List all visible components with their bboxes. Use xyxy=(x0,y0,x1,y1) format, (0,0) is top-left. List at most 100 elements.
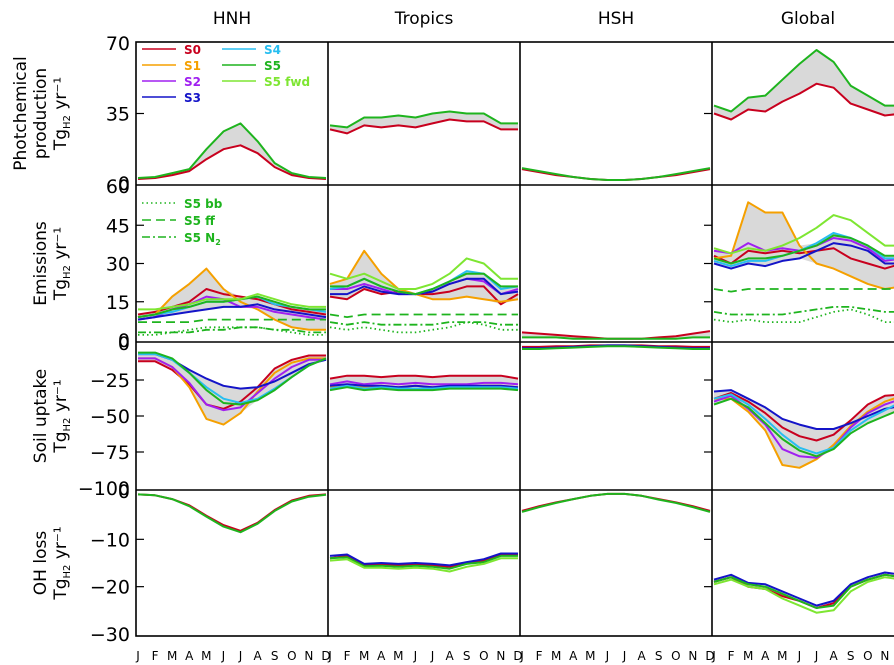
month-tick-label: J xyxy=(327,649,332,663)
panel-tropics-row-4 xyxy=(329,552,518,573)
legend-label-s5-ff: S5 ff xyxy=(184,214,215,228)
month-tick-label: J xyxy=(135,649,140,663)
row-label-line: production xyxy=(31,68,51,159)
month-tick-label: N xyxy=(304,649,313,663)
row-label-line: Emissions xyxy=(31,221,51,306)
panel-global-row-1 xyxy=(713,49,894,121)
series-line-s5 xyxy=(329,386,519,392)
series-line-s2 xyxy=(329,380,519,386)
series-line-s1 xyxy=(137,267,326,331)
month-tick-label: J xyxy=(797,649,802,663)
month-tick-label: A xyxy=(638,649,647,663)
series-line-s3 xyxy=(329,552,518,567)
month-tick-label: F xyxy=(536,649,543,663)
series-line-s3 xyxy=(137,303,327,321)
month-tick-label: J xyxy=(519,649,524,663)
panel-tropics-row-1 xyxy=(329,110,518,135)
series-line-s0 xyxy=(138,354,326,410)
month-tick-label: N xyxy=(496,649,505,663)
column-title-tropics: Tropics xyxy=(394,9,454,29)
series-line-s5-ff xyxy=(138,318,326,324)
row-label-line: OH loss xyxy=(31,531,51,596)
series-line-s4 xyxy=(713,393,894,455)
month-tick-label: J xyxy=(221,649,226,663)
panel-hsh-row-2 xyxy=(521,330,711,340)
y-tick-label: 60 xyxy=(106,176,130,198)
series-line-s5 xyxy=(713,573,894,609)
month-tick-label: S xyxy=(271,649,279,663)
month-tick-label: J xyxy=(622,649,627,663)
legend-label-s5-fwd: S5 fwd xyxy=(264,75,310,89)
y-tick-label: −20 xyxy=(90,577,130,599)
panel-hnh-row-3 xyxy=(138,351,327,426)
month-tick-label: A xyxy=(377,649,386,663)
series-line-s5 xyxy=(522,336,710,340)
series-line-s0 xyxy=(329,118,518,135)
series-line-s5 xyxy=(329,554,518,570)
legend-label-s4: S4 xyxy=(264,43,281,57)
month-tick-label: F xyxy=(728,649,735,663)
frames-layer xyxy=(135,41,894,637)
series-line-s5 xyxy=(329,110,518,129)
series-line-s0 xyxy=(713,392,894,442)
series-line-s5-fwd xyxy=(329,557,518,573)
panel-hnh-row-1 xyxy=(137,122,327,180)
panel-global-row-3 xyxy=(713,389,894,469)
month-tick-label: S xyxy=(463,649,471,663)
row-label-unit: TgH2 yr⁻¹ xyxy=(51,379,73,453)
panel-global-row-2 xyxy=(713,201,894,324)
panels-layer xyxy=(137,49,894,614)
series-line-s5 xyxy=(137,122,327,179)
panel-global-row-4 xyxy=(713,571,894,614)
series-line-s5-fwd xyxy=(138,293,326,311)
y-tick-label: −10 xyxy=(90,529,130,551)
series-line-s5 xyxy=(521,167,711,181)
envelope-shading xyxy=(138,123,326,179)
month-tick-label: A xyxy=(830,649,839,663)
row-label-line: Soil uptake xyxy=(31,369,51,463)
series-line-s3 xyxy=(713,242,894,270)
y-tick-label: 15 xyxy=(106,292,130,314)
y-tick-label: 30 xyxy=(106,254,130,276)
series-line-s5-ff xyxy=(713,288,894,293)
month-tick-label: D xyxy=(321,649,330,663)
legend-label-s5-bb: S5 bb xyxy=(184,197,223,211)
month-tick-label: S xyxy=(655,649,663,663)
month-tick-label: A xyxy=(569,649,578,663)
column-title-hnh: HNH xyxy=(213,9,251,29)
series-line-s2 xyxy=(138,357,326,412)
series-line-s5 xyxy=(330,272,518,296)
month-tick-label: M xyxy=(743,649,753,663)
row-label-unit: TgH2 yr⁻¹ xyxy=(51,77,73,151)
month-tick-label: J xyxy=(605,649,610,663)
panel-hsh-row-1 xyxy=(521,167,711,181)
y-tick-label: 45 xyxy=(106,215,130,237)
series-line-s3 xyxy=(330,277,519,296)
panel-hsh-row-3 xyxy=(522,344,710,350)
month-tick-label: J xyxy=(430,649,435,663)
series-line-s0 xyxy=(137,144,327,180)
month-tick-label: A xyxy=(254,649,263,663)
row-label-oh-loss: OH loss TgH2 yr⁻¹ xyxy=(31,526,73,600)
y-tick-label: −75 xyxy=(90,442,130,464)
series-line-s5 xyxy=(713,397,894,458)
series-line-s3 xyxy=(713,571,894,607)
series-line-s5-fwd xyxy=(713,576,894,614)
month-tick-label: O xyxy=(671,649,680,663)
series-line-s5-fwd xyxy=(713,214,894,255)
y-tick-label: 0 xyxy=(118,333,130,355)
row-label-soil-uptake: Soil uptake TgH2 yr⁻¹ xyxy=(31,369,73,463)
panel-hnh-row-2 xyxy=(137,267,327,336)
series-line-s3 xyxy=(329,383,519,389)
series-line-s5 xyxy=(137,493,327,534)
legend-label-s5-n2: S5 N2 xyxy=(184,231,221,247)
series-line-s3 xyxy=(713,389,894,430)
month-tick-label: A xyxy=(185,649,194,663)
month-tick-label: O xyxy=(479,649,488,663)
y-tick-label: −100 xyxy=(78,478,130,500)
legend-label-s5: S5 xyxy=(264,59,281,73)
envelope-shading xyxy=(714,202,894,289)
series-line-s5 xyxy=(522,345,710,350)
panel-hsh-row-4 xyxy=(521,492,711,513)
